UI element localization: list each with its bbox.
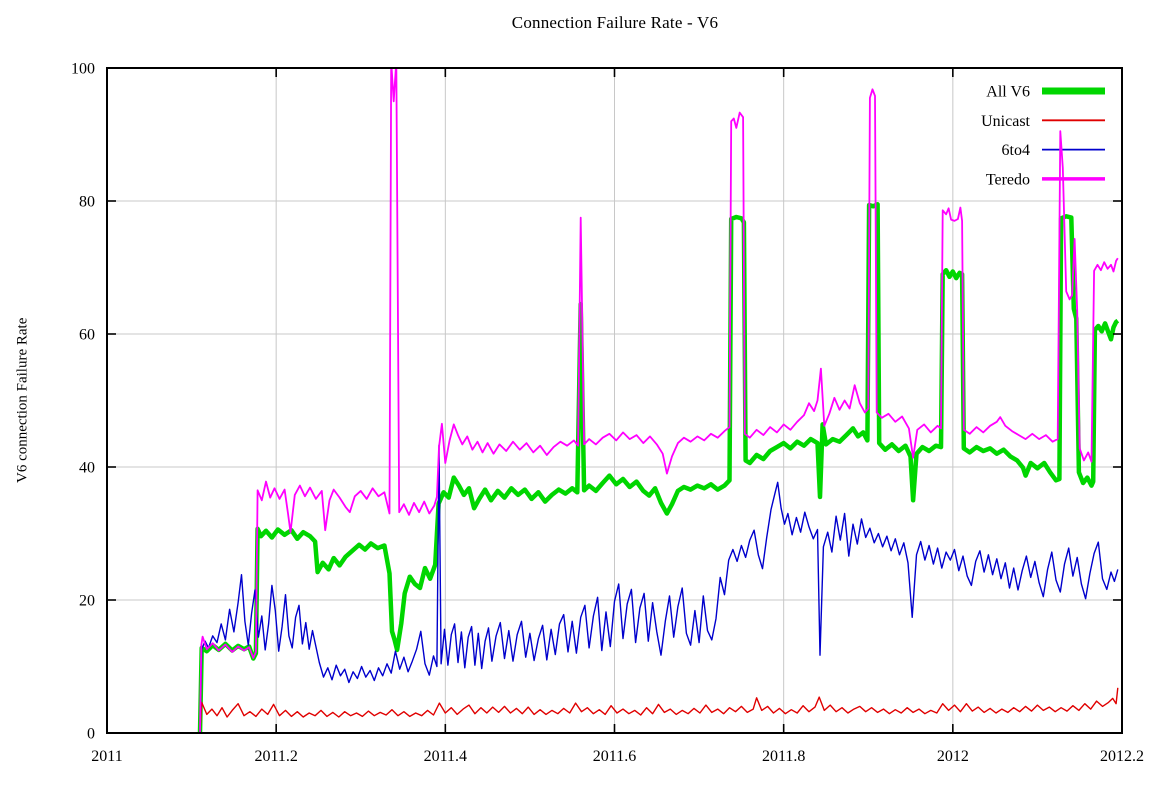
- chart-title: Connection Failure Rate - V6: [511, 13, 719, 32]
- y-tick-label: 40: [79, 460, 95, 477]
- legend-label-unicast: Unicast: [981, 113, 1030, 130]
- series-line-teredo: [199, 67, 1119, 734]
- x-tick-label: 2012.2: [1100, 748, 1144, 765]
- series-line-6to4: [199, 444, 1119, 734]
- y-tick-label: 20: [79, 593, 95, 610]
- y-tick-label: 100: [71, 61, 95, 78]
- x-tick-label: 2011.2: [254, 748, 297, 765]
- x-tick-label: 2012: [937, 748, 969, 765]
- series-line-unicast: [199, 687, 1119, 734]
- x-tick-label: 2011.8: [762, 748, 805, 765]
- y-tick-label: 80: [79, 194, 95, 211]
- series-line-all-v6: [197, 202, 1120, 734]
- legend-label-all-v6: All V6: [986, 84, 1030, 101]
- y-tick-label: 60: [79, 327, 95, 344]
- legend-label-6to4: 6to4: [1002, 142, 1030, 159]
- y-tick-label: 0: [87, 726, 95, 743]
- x-tick-label: 2011.6: [593, 748, 636, 765]
- legend-label-teredo: Teredo: [986, 171, 1030, 188]
- x-tick-label: 2011.4: [424, 748, 467, 765]
- x-tick-label: 2011: [91, 748, 122, 765]
